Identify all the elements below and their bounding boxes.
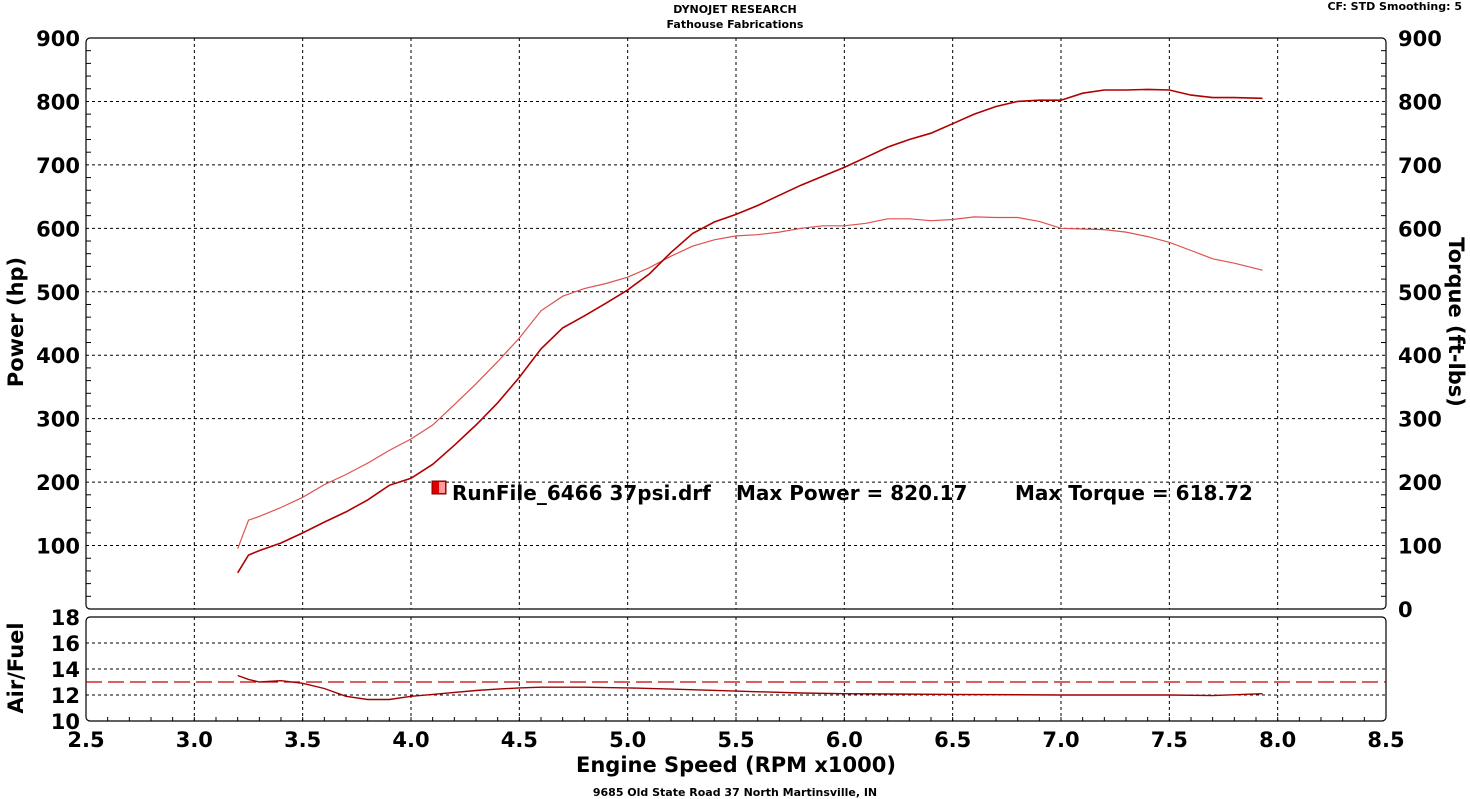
chart-legend: RunFile_6466 37psi.drf Max Power = 820.1…	[431, 480, 1253, 505]
x-tick-label: 4.0	[392, 728, 429, 752]
torque-curve	[237, 216, 1263, 549]
torque-tick-label: 200	[1398, 471, 1442, 495]
x-tick-label: 7.5	[1151, 728, 1188, 752]
legend-max-power: Max Power = 820.17	[736, 481, 967, 505]
afr-tick-label: 18	[51, 606, 80, 630]
afr-tick-label: 14	[51, 658, 80, 682]
power-tick-label: 300	[36, 408, 80, 432]
power-tick-label: 100	[36, 535, 80, 559]
main-series-group	[237, 88, 1263, 574]
legend-run-file: RunFile_6466 37psi.drf	[452, 481, 711, 505]
power-tick-label: 800	[36, 90, 80, 114]
x-tick-label: 5.0	[609, 728, 646, 752]
torque-tick-label: 400	[1398, 344, 1442, 368]
power-axis-title: Power (hp)	[4, 257, 28, 387]
torque-tick-label: 600	[1398, 217, 1442, 241]
power-tick-label: 200	[36, 471, 80, 495]
torque-tick-label: 300	[1398, 408, 1442, 432]
legend-swatch-shade	[439, 482, 445, 493]
afr-axis-title: Air/Fuel	[4, 622, 28, 713]
power-tick-label: 900	[36, 27, 80, 51]
x-tick-label: 5.5	[717, 728, 754, 752]
afr-tick-label: 12	[51, 684, 80, 708]
report-header-shop: Fathouse Fabrications	[666, 18, 804, 31]
torque-tick-label: 0	[1398, 598, 1413, 622]
x-tick-label: 6.0	[826, 728, 863, 752]
afr-curve	[237, 674, 1263, 701]
shop-address: 9685 Old State Road 37 North Martinsvill…	[592, 786, 878, 799]
torque-tick-label: 900	[1398, 27, 1442, 51]
tick-labels: 2.5 3.0 3.5 4.0 4.5 5.0 5.5 6.0 6.5 7.0 7.5 8.0 8.5 1…	[36, 27, 1442, 752]
torque-tick-label: 100	[1398, 535, 1442, 559]
x-tick-label: 7.0	[1042, 728, 1079, 752]
x-tick-label: 8.5	[1367, 728, 1404, 752]
afr-series-group	[86, 674, 1386, 701]
torque-tick-label: 700	[1398, 154, 1442, 178]
afr-grid	[86, 617, 1386, 721]
torque-tick-label: 800	[1398, 90, 1442, 114]
x-tick-label: 4.5	[501, 728, 538, 752]
power-curve	[237, 88, 1263, 574]
rpm-axis-title: Engine Speed (RPM x1000)	[576, 753, 896, 777]
power-tick-label: 700	[36, 154, 80, 178]
afr-tick-label: 16	[51, 632, 80, 656]
minor-ticks	[86, 50, 1386, 721]
x-tick-label: 6.5	[934, 728, 971, 752]
power-tick-label: 500	[36, 281, 80, 305]
x-tick-label: 2.5	[67, 728, 104, 752]
x-tick-label: 3.0	[176, 728, 213, 752]
main-grid	[86, 38, 1386, 609]
torque-tick-label: 500	[1398, 281, 1442, 305]
power-tick-label: 600	[36, 217, 80, 241]
x-tick-label: 3.5	[284, 728, 321, 752]
torque-axis-title: Torque (ft-lbs)	[1444, 237, 1468, 407]
afr-tick-label: 10	[51, 710, 80, 734]
report-header-title: DYNOJET RESEARCH	[673, 3, 797, 16]
legend-max-torque: Max Torque = 618.72	[1015, 481, 1253, 505]
x-tick-label: 8.0	[1259, 728, 1296, 752]
power-tick-label: 400	[36, 344, 80, 368]
correction-settings-label: CF: STD Smoothing: 5	[1327, 0, 1462, 13]
